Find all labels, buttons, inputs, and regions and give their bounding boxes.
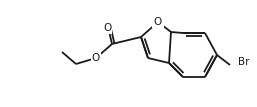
Text: O: O [103, 23, 111, 33]
Text: O: O [154, 17, 162, 27]
Text: Br: Br [238, 57, 250, 67]
Text: O: O [92, 53, 100, 63]
